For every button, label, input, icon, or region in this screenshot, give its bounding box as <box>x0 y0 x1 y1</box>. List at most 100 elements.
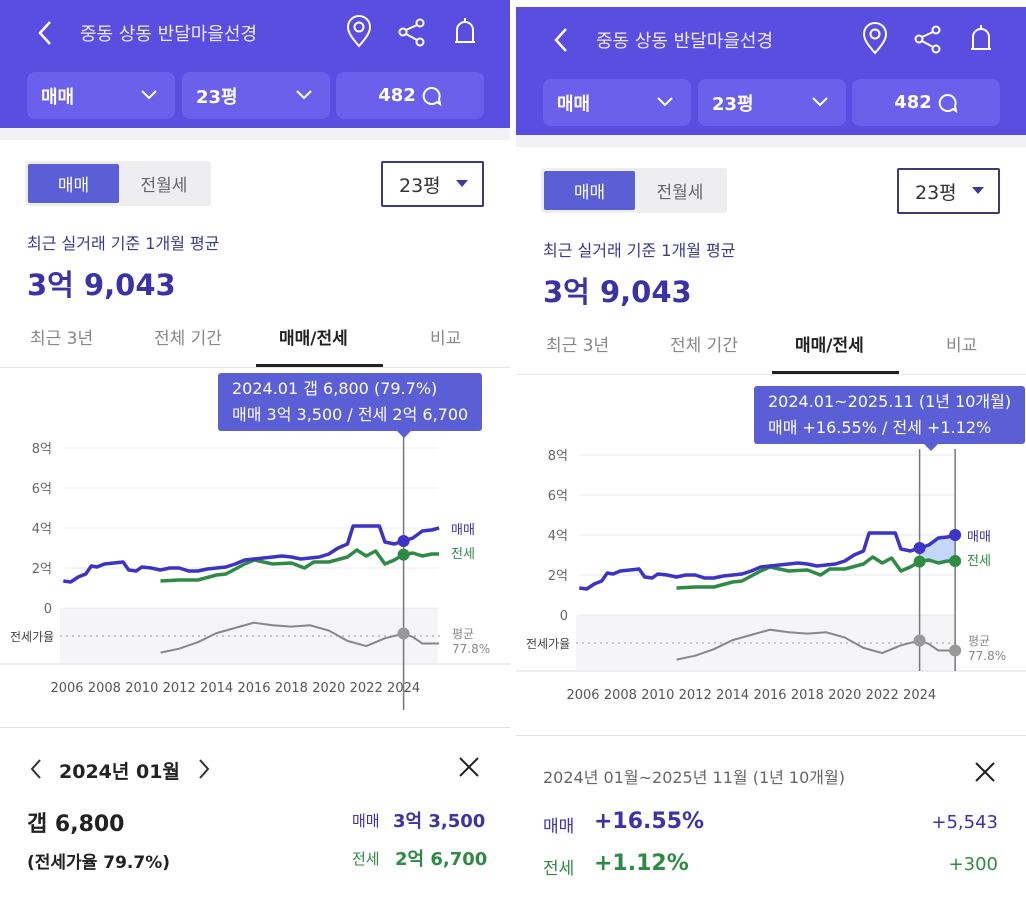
jeonse-point <box>397 548 410 561</box>
segment-sale[interactable]: 매매 <box>28 164 119 203</box>
back-icon[interactable] <box>550 25 574 55</box>
sale-label: 매매 <box>543 817 575 837</box>
location-pin-icon[interactable] <box>343 15 375 49</box>
size-select[interactable]: 23평 <box>381 161 484 207</box>
x-tick-label: 2022 <box>350 681 383 696</box>
sale-line <box>63 524 440 584</box>
tab-recent-3y[interactable]: 최근 3년 <box>546 336 610 356</box>
chevron-down-icon <box>296 90 312 100</box>
screen-range: 중동 상동 반달마을선경 매매 23평 482 매매 전월세 23평 최근 실거… <box>516 7 1026 915</box>
screen-single-month: 중동 상동 반달마을선경 매매 23평 482 매매 전월세 23평 최근 실거… <box>0 0 510 908</box>
app-header: 중동 상동 반달마을선경 매매 23평 482 <box>0 0 510 128</box>
average-label: 평균 <box>452 627 474 641</box>
location-pin-icon[interactable] <box>859 22 891 56</box>
bell-icon[interactable] <box>449 15 481 49</box>
tab-recent-3y[interactable]: 최근 3년 <box>30 329 94 349</box>
x-tick-label: 2010 <box>641 688 674 703</box>
close-icon[interactable] <box>458 756 480 778</box>
y-tick-label: 6억 <box>32 482 52 497</box>
caret-down-icon <box>972 187 984 194</box>
y-tick-label: 2억 <box>32 562 52 577</box>
selected-range: 2024년 01월~2025년 11월 (1년 10개월) <box>543 768 845 787</box>
close-icon[interactable] <box>974 761 996 783</box>
ratio-point <box>949 644 962 657</box>
tab-sale-jeonse[interactable]: 매매/전세 <box>795 336 864 356</box>
deal-type-value: 매매 <box>41 86 75 108</box>
selected-month: 2024년 01월 <box>59 761 180 783</box>
average-price: 3억 9,043 <box>27 268 176 302</box>
chevron-down-icon <box>812 97 828 107</box>
ratio-axis-label: 전세가율 <box>10 630 54 644</box>
size-dropdown[interactable]: 23평 <box>182 72 330 119</box>
tab-all-period[interactable]: 전체 기간 <box>670 336 738 356</box>
sale-change-pct: +16.55% <box>594 809 705 834</box>
sale-point <box>913 542 926 554</box>
comments-button[interactable]: 482 <box>852 79 1000 126</box>
jeonse-change-pct: +1.12% <box>594 851 689 876</box>
price-caption: 최근 실거래 기준 1개월 평균 <box>27 234 220 253</box>
tab-all-period[interactable]: 전체 기간 <box>154 329 222 349</box>
app-header: 중동 상동 반달마을선경 매매 23평 482 <box>516 7 1026 135</box>
next-month-icon[interactable] <box>196 757 212 781</box>
chart-tooltip: 2024.01~2025.11 (1년 10개월) 매매 +16.55% / 전… <box>754 386 1026 451</box>
share-icon[interactable] <box>912 22 944 56</box>
y-tick-label: 0 <box>560 609 568 624</box>
tooltip-line-1: 2024.01~2025.11 (1년 10개월) <box>768 392 1012 411</box>
x-tick-label: 2014 <box>716 688 749 703</box>
average-value: 77.8% <box>452 642 490 656</box>
average-label: 평균 <box>968 634 990 648</box>
x-tick-label: 2008 <box>604 688 637 703</box>
size-select[interactable]: 23평 <box>897 168 1000 214</box>
size-select-value: 23평 <box>399 174 441 197</box>
y-tick-label: 6억 <box>548 489 568 504</box>
sale-line <box>579 531 956 591</box>
chevron-down-icon <box>141 90 157 100</box>
y-tick-label: 8억 <box>32 442 52 457</box>
y-tick-label: 4억 <box>548 529 568 544</box>
segment-rent[interactable]: 전월세 <box>140 176 188 196</box>
jeonse-point <box>913 555 926 568</box>
share-icon[interactable] <box>396 15 428 49</box>
tab-sale-jeonse[interactable]: 매매/전세 <box>279 329 348 349</box>
size-dropdown[interactable]: 23평 <box>698 79 846 126</box>
deal-type-dropdown[interactable]: 매매 <box>543 79 691 126</box>
ratio-point <box>397 627 410 640</box>
sale-point <box>397 535 410 547</box>
comment-bubble-icon <box>422 86 442 106</box>
y-tick-label: 2억 <box>548 569 568 584</box>
comments-button[interactable]: 482 <box>336 72 484 119</box>
x-tick-label: 2022 <box>866 688 899 703</box>
gap-amount: 갭 6,800 <box>27 812 125 837</box>
sale-legend: 매매 <box>967 530 991 545</box>
tab-compare[interactable]: 비교 <box>430 329 462 349</box>
page-title: 중동 상동 반달마을선경 <box>80 24 258 45</box>
jeonse-point <box>949 555 962 567</box>
active-tab-indicator <box>256 364 383 367</box>
y-tick-label: 8억 <box>548 449 568 464</box>
ratio-point <box>913 634 926 647</box>
price-chart[interactable]: 8억 6억 4억 2억 0 2006 2008 2010 2012 2014 2016 2018 202… <box>0 370 510 720</box>
bell-icon[interactable] <box>965 22 997 56</box>
jeonse-legend: 전세 <box>451 547 475 562</box>
size-value: 23평 <box>196 86 238 108</box>
active-tab-indicator <box>772 371 899 374</box>
price-chart[interactable]: 8억 6억 4억 2억 0 2006 2008 2010 2012 2014 2016 2018 202… <box>516 377 1026 727</box>
tab-compare[interactable]: 비교 <box>946 336 978 356</box>
jeonse-legend: 전세 <box>967 554 991 569</box>
x-tick-label: 2014 <box>200 681 233 696</box>
chart-canvas[interactable]: 8억 6억 4억 2억 0 2006 2008 2010 2012 2014 2016 2018 202… <box>0 370 510 720</box>
jeonse-change-amount: +300 <box>948 854 998 875</box>
prev-month-icon[interactable] <box>28 757 44 781</box>
segment-sale[interactable]: 매매 <box>544 171 635 210</box>
size-select-value: 23평 <box>915 181 957 204</box>
price-caption: 최근 실거래 기준 1개월 평균 <box>543 241 736 260</box>
comment-bubble-icon <box>938 93 958 113</box>
jeonse-line <box>676 555 956 590</box>
deal-type-dropdown[interactable]: 매매 <box>27 72 175 119</box>
deal-type-value: 매매 <box>557 93 591 115</box>
jeonse-value: 2억 6,700 <box>395 849 488 870</box>
segment-rent[interactable]: 전월세 <box>656 183 704 203</box>
back-icon[interactable] <box>34 18 58 48</box>
chart-canvas[interactable]: 8억 6억 4억 2억 0 2006 2008 2010 2012 2014 2016 2018 202… <box>516 377 1026 727</box>
range-fill <box>919 535 956 563</box>
